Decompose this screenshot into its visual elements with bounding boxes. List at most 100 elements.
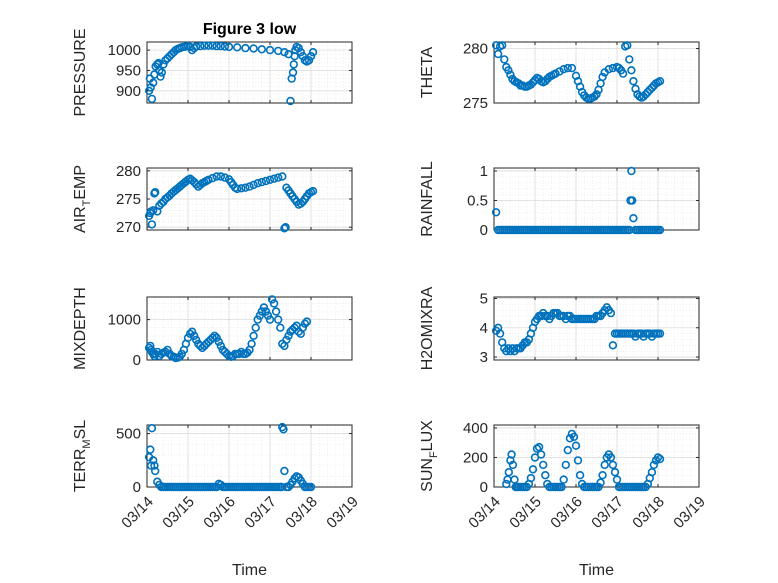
x-tick-label: 03/19	[670, 493, 709, 532]
y-axis-label: THETA	[419, 47, 436, 99]
data-point	[625, 55, 634, 64]
data-point	[306, 51, 316, 61]
data-point	[557, 482, 566, 492]
data-point	[253, 179, 262, 188]
data-point	[502, 479, 511, 489]
data-point	[500, 55, 509, 64]
data-point	[575, 471, 585, 480]
data-point	[279, 425, 288, 434]
data-point	[627, 196, 637, 205]
data-point	[187, 327, 197, 336]
data-point	[251, 323, 260, 332]
data-point	[212, 172, 221, 181]
data-point	[216, 41, 226, 51]
axes-background	[493, 296, 700, 361]
data-point	[493, 49, 503, 59]
data-point	[196, 41, 205, 51]
data-point	[563, 445, 572, 455]
data-point	[237, 184, 246, 193]
data-point	[147, 424, 157, 433]
data-point	[161, 347, 170, 357]
x-tick-label: 03/18	[282, 493, 321, 532]
data-point	[151, 466, 160, 476]
data-point	[534, 442, 544, 452]
data-point	[627, 166, 636, 176]
data-point	[259, 303, 269, 312]
data-point	[216, 172, 226, 181]
data-point	[208, 41, 217, 50]
data-point	[647, 468, 657, 477]
axes-frame	[493, 41, 700, 104]
data-point	[629, 76, 638, 86]
y-tick-label: 0.5	[467, 192, 488, 209]
data-point	[526, 473, 536, 483]
data-point	[159, 60, 168, 69]
y-tick-label: 280	[463, 41, 488, 58]
data-series	[144, 422, 316, 492]
data-point	[249, 180, 258, 190]
y-axis-label: H2OMIXRA	[419, 286, 436, 370]
data-point	[149, 456, 158, 465]
data-point	[233, 43, 242, 52]
data-point	[610, 468, 620, 477]
data-point	[204, 175, 213, 185]
data-point	[224, 42, 234, 52]
data-point	[276, 323, 285, 332]
data-point	[592, 90, 601, 99]
y-tick-label: 0	[133, 479, 141, 496]
y-axis-label: RAINFALL	[419, 161, 436, 237]
data-point	[147, 220, 157, 229]
data-point	[296, 199, 305, 208]
data-point	[541, 471, 550, 480]
data-point	[289, 60, 298, 69]
axes-background	[146, 41, 353, 104]
y-tick-label: 3	[480, 349, 488, 366]
data-point	[241, 43, 250, 53]
data-point	[526, 80, 536, 89]
data-point	[618, 69, 628, 78]
data-point	[598, 72, 607, 82]
data-point	[257, 307, 266, 316]
data-point	[639, 92, 648, 101]
data-point	[190, 331, 199, 340]
data-point	[257, 177, 266, 187]
data-point	[216, 341, 226, 351]
data-point	[157, 68, 167, 77]
x-axis-label: Time	[579, 562, 614, 579]
data-point	[263, 311, 273, 320]
data-point	[288, 68, 298, 77]
data-point	[269, 174, 279, 183]
data-point	[257, 45, 266, 54]
data-point	[150, 461, 159, 470]
data-point	[163, 345, 172, 355]
data-point	[278, 172, 287, 181]
data-point	[281, 223, 290, 232]
axes-frame	[146, 296, 353, 361]
data-point	[245, 182, 254, 191]
data-point	[612, 475, 622, 484]
y-tick-label: 5	[480, 290, 488, 307]
data-point	[204, 41, 213, 50]
data-point	[249, 44, 258, 53]
data-point	[565, 434, 575, 443]
data-point	[655, 225, 665, 235]
data-point	[600, 460, 609, 470]
y-tick-label: 200	[463, 449, 488, 466]
data-point	[200, 41, 209, 50]
data-point	[212, 333, 221, 342]
data-point	[149, 206, 158, 215]
y-tick-label: 1	[480, 163, 488, 180]
x-tick-label: 03/17	[241, 493, 280, 532]
x-tick-label: 03/14	[118, 493, 157, 532]
data-point	[655, 329, 665, 338]
data-point	[308, 186, 318, 196]
data-point	[261, 176, 271, 186]
data-point	[596, 478, 605, 487]
data-point	[280, 47, 289, 57]
y-tick-label: 280	[116, 163, 141, 180]
y-tick-label: 1000	[108, 42, 141, 59]
axes-rainfall: 0 0.5 1 RAINFALL	[419, 161, 700, 239]
data-point	[286, 96, 295, 106]
data-point	[265, 45, 275, 55]
